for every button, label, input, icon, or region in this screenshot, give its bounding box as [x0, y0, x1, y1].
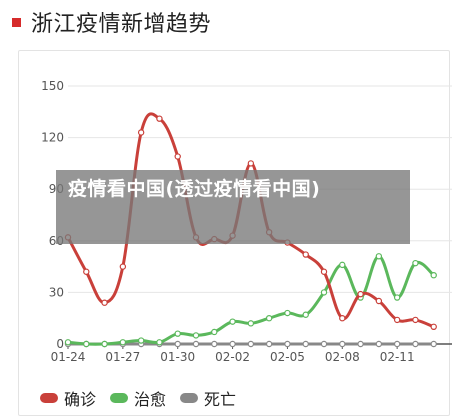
data-point — [119, 339, 127, 346]
data-point — [412, 340, 419, 348]
watermark-overlay: 疫情看中国(透过疫情看中国) — [56, 170, 410, 244]
data-point — [247, 340, 255, 348]
data-point — [375, 253, 383, 260]
data-point — [229, 318, 236, 325]
x-tick-label: 01-27 — [105, 350, 140, 364]
data-point — [137, 129, 145, 136]
data-point — [192, 340, 200, 348]
legend-swatch — [180, 393, 199, 403]
data-point — [137, 337, 145, 344]
data-point — [265, 315, 273, 322]
data-point — [247, 320, 255, 327]
legend-label: 死亡 — [204, 390, 237, 409]
chart-legend: 确诊 治愈 死亡 — [40, 386, 236, 410]
x-tick-label: 02-05 — [270, 350, 305, 364]
data-point — [101, 299, 108, 306]
data-point — [375, 340, 383, 348]
data-point — [284, 340, 291, 348]
data-point — [320, 340, 328, 348]
data-point — [284, 309, 291, 317]
legend-item[interactable]: 死亡 — [180, 386, 236, 410]
page-title-text: 浙江疫情新增趋势 — [31, 12, 212, 37]
data-point — [174, 330, 181, 337]
y-tick-label: 30 — [49, 285, 64, 299]
data-point — [375, 297, 383, 305]
data-point — [393, 294, 401, 301]
x-tick-label: 01-24 — [51, 350, 86, 364]
data-point — [320, 268, 328, 275]
title-marker — [12, 17, 21, 27]
data-point — [119, 263, 127, 270]
data-point — [265, 340, 273, 348]
page-title: 浙江疫情新增趋势 — [12, 6, 211, 38]
data-point — [101, 340, 108, 348]
data-point — [192, 332, 200, 339]
data-point — [211, 340, 218, 348]
legend-label: 治愈 — [134, 390, 167, 409]
data-point — [302, 311, 309, 318]
data-point — [302, 340, 309, 348]
data-point — [247, 160, 255, 167]
data-point — [156, 339, 163, 346]
data-point — [339, 315, 346, 322]
data-point — [64, 339, 72, 346]
data-point — [156, 115, 163, 122]
legend-item[interactable]: 确诊 — [40, 386, 96, 410]
data-point — [430, 323, 437, 330]
y-tick-label: 120 — [41, 131, 64, 145]
x-tick-label: 02-02 — [215, 350, 250, 364]
data-point — [339, 340, 346, 348]
x-tick-label: 02-11 — [380, 350, 415, 364]
data-point — [211, 328, 218, 336]
data-point — [357, 340, 364, 348]
data-point — [430, 272, 437, 279]
data-point — [412, 259, 419, 267]
y-tick-label: 0 — [56, 337, 64, 351]
legend-label: 确诊 — [64, 390, 97, 409]
data-point — [174, 153, 181, 160]
data-point — [430, 340, 437, 348]
legend-swatch — [40, 393, 58, 403]
data-point — [320, 289, 328, 296]
data-point — [174, 340, 181, 348]
x-tick-label: 02-08 — [325, 350, 360, 364]
data-point — [83, 268, 90, 275]
x-tick-label: 01-30 — [160, 350, 195, 364]
data-point — [229, 340, 236, 348]
data-point — [83, 340, 90, 348]
y-tick-label: 150 — [41, 79, 64, 93]
data-point — [412, 316, 419, 324]
data-point — [393, 316, 401, 324]
legend-swatch — [110, 393, 129, 403]
data-point — [357, 290, 364, 298]
data-point — [302, 251, 309, 258]
data-point — [393, 340, 401, 348]
legend-item[interactable]: 治愈 — [110, 386, 166, 410]
data-point — [339, 261, 346, 269]
